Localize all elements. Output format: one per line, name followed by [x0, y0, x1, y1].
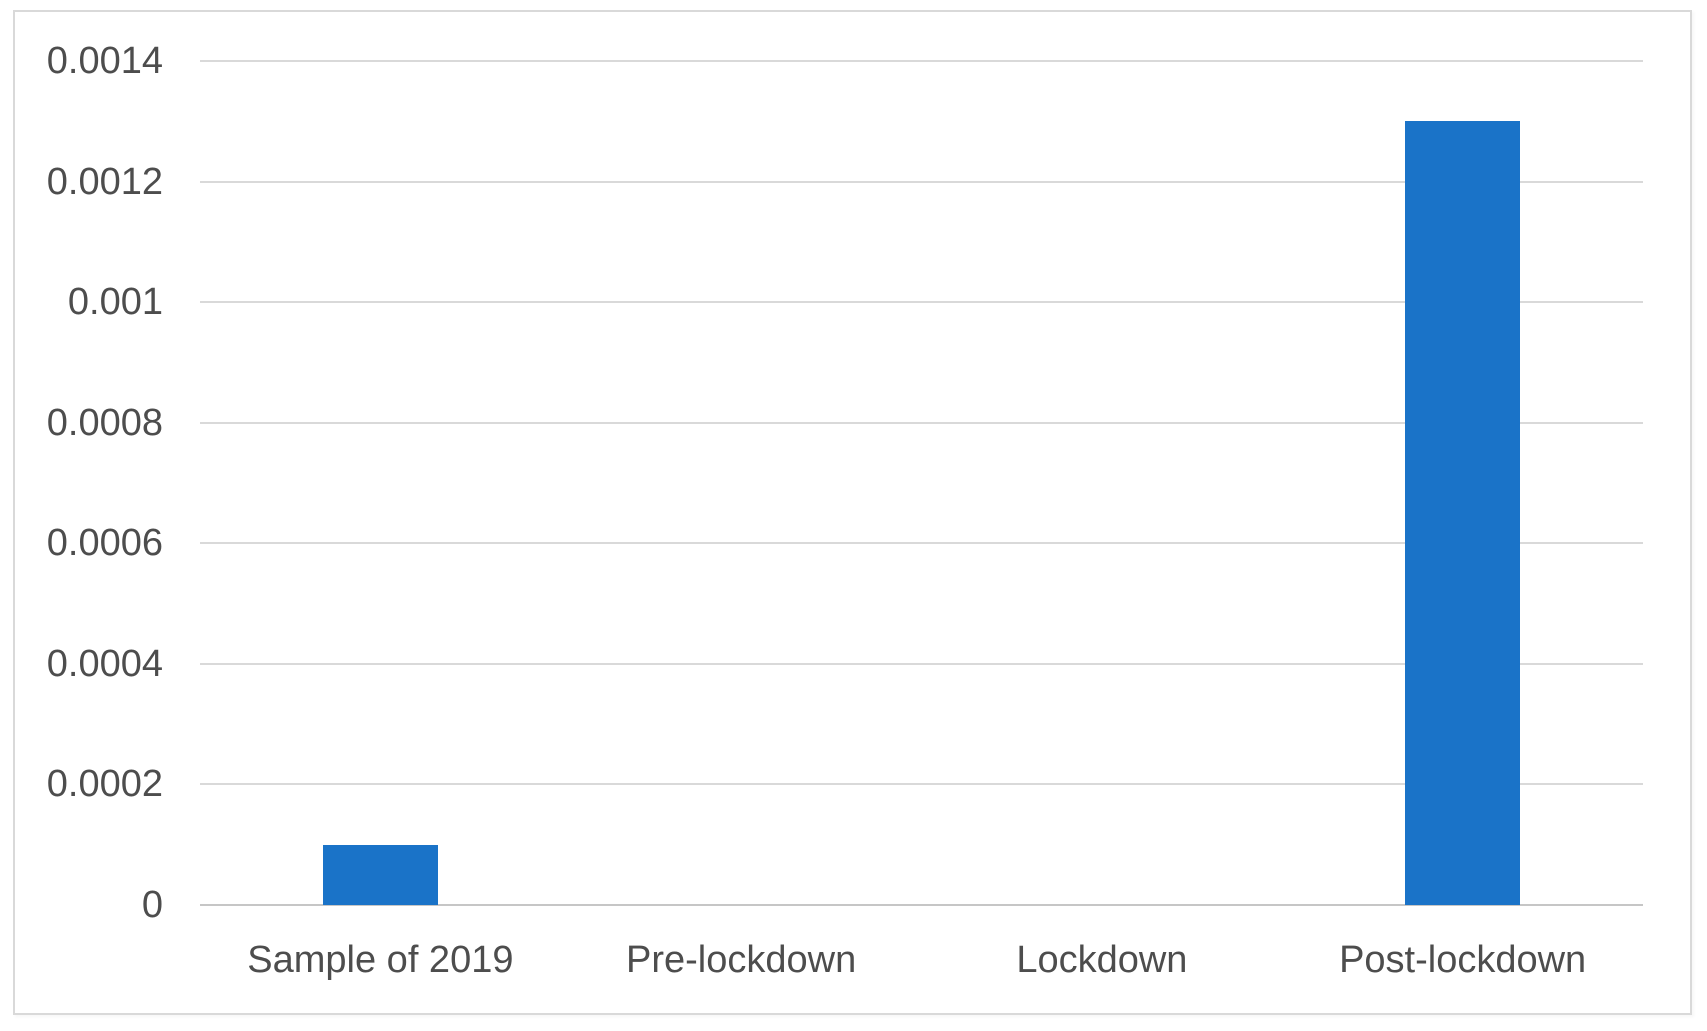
x-category-label: Sample of 2019: [247, 939, 514, 981]
y-tick-label: 0.0002: [46, 763, 163, 806]
gridline: [200, 421, 1643, 424]
gridline: [200, 783, 1643, 786]
y-tick-label: 0.0004: [46, 642, 163, 685]
gridline: [200, 662, 1643, 665]
gridline: [200, 60, 1643, 62]
x-category-label: Lockdown: [1016, 939, 1188, 981]
y-tick-label: 0.0006: [46, 522, 163, 565]
x-category-label: Pre-lockdown: [626, 939, 857, 981]
y-tick-label: 0.0014: [46, 40, 163, 82]
gridline: [200, 301, 1643, 304]
y-tick-label: 0.0012: [46, 160, 163, 203]
y-tick-label: 0.0008: [46, 401, 163, 444]
bar-post-lockdown: [1405, 121, 1521, 905]
x-axis-line: [200, 904, 1643, 906]
gridline: [200, 542, 1643, 545]
x-category-label: Post-lockdown: [1339, 939, 1587, 981]
y-tick-label: 0.001: [67, 281, 163, 324]
gridline: [200, 180, 1643, 183]
bar-sample-of-2019: [322, 844, 438, 905]
y-tick-label: 0: [141, 884, 163, 926]
